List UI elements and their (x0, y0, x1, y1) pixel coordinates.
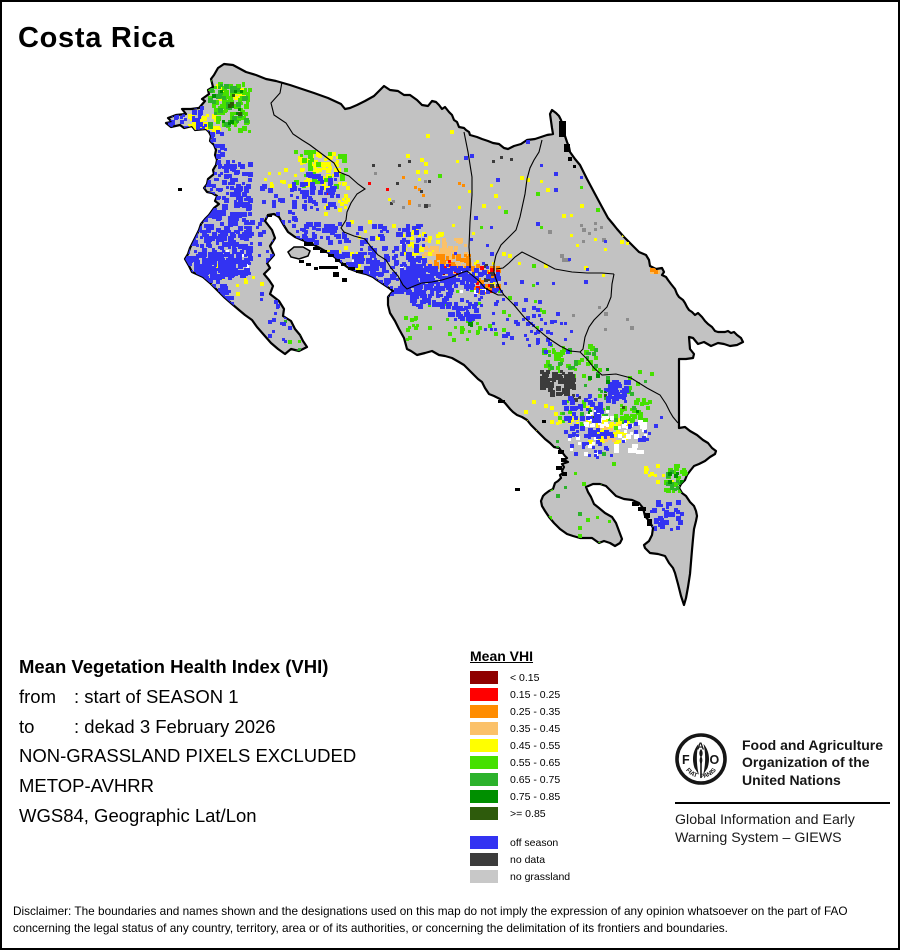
svg-text:FIAT PANIS: FIAT PANIS (684, 767, 718, 780)
svg-text:F: F (682, 753, 690, 767)
svg-text:O: O (710, 753, 720, 767)
svg-text:A: A (697, 741, 705, 753)
